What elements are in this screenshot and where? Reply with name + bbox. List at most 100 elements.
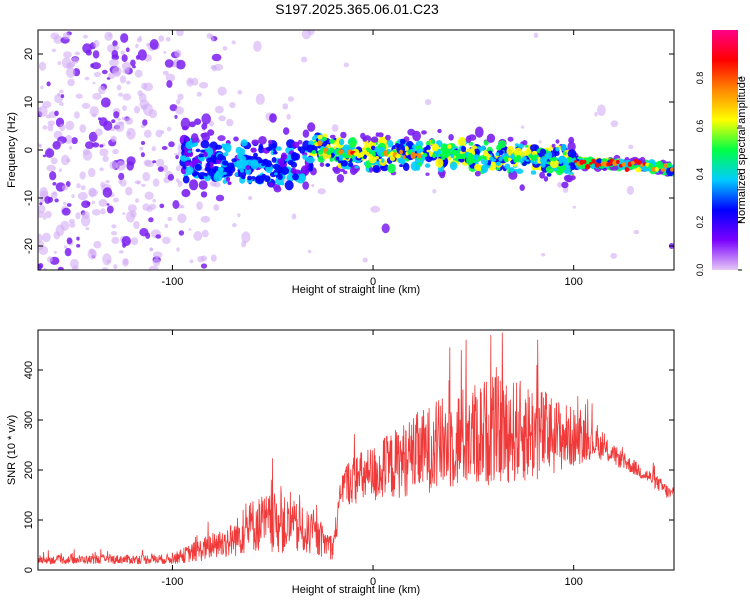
spectrogram-blob xyxy=(496,145,502,151)
spectrogram-blob xyxy=(628,144,634,150)
spectrogram-blob xyxy=(567,141,576,152)
spectrogram-blob xyxy=(504,163,511,170)
colorbar-tick-label-0.4: 0.4 xyxy=(695,168,705,181)
spectrogram-blob xyxy=(81,211,90,219)
spectrogram-blob xyxy=(425,144,431,151)
spectrogram-blob xyxy=(342,160,347,163)
spectrogram-blob xyxy=(38,233,43,243)
snr-panel: -100 0 100 0 100 200 300 400 Height of straigh… xyxy=(6,329,675,596)
spectrogram-blob xyxy=(215,144,223,150)
spectrogram-blob xyxy=(268,182,274,187)
colorbar-tick-label-0.2: 0.2 xyxy=(695,216,705,229)
snr-x-label: Height of straight line (km) xyxy=(292,584,420,596)
spectrogram-blob xyxy=(370,205,381,213)
spectrogram-blob xyxy=(425,99,432,106)
spectrogram-blob xyxy=(39,202,43,206)
spectrogram-blob xyxy=(193,231,203,241)
spectrogram-blob xyxy=(93,39,100,48)
spectrogram-blob xyxy=(658,164,662,168)
spectrogram-blob xyxy=(81,200,91,208)
spectrogram-blob xyxy=(98,199,108,207)
spectrogram-blob xyxy=(597,104,606,116)
spectrogram-blob xyxy=(92,142,100,148)
colorbar-tick-label-0.8: 0.8 xyxy=(695,72,705,85)
spectrogram-blob xyxy=(460,145,467,153)
spectrogram-blob xyxy=(65,120,75,131)
spectrogram-blob xyxy=(99,144,104,148)
spectrogram-blob xyxy=(222,160,229,166)
spectrogram-blob xyxy=(286,113,291,120)
spectrogram-blob xyxy=(610,252,618,259)
spectrogram-blob xyxy=(215,194,225,202)
spectrogram-blob xyxy=(435,154,440,158)
spectrogram-blob xyxy=(217,153,224,161)
spectrogram-blob xyxy=(64,247,72,257)
spectrogram-blob xyxy=(63,201,67,206)
spectrogram-blob xyxy=(122,93,132,101)
spectrogram-blob xyxy=(194,164,202,171)
spectrogram-blob xyxy=(189,179,199,191)
spectrogram-blob xyxy=(159,203,165,209)
spectrogram-blob xyxy=(247,175,252,181)
spectrogram-blob xyxy=(486,133,496,143)
spectrogram-blob xyxy=(425,172,430,176)
spectrogram-blob xyxy=(177,93,184,101)
spectrogram-blob xyxy=(67,61,76,68)
spectrogram-blob xyxy=(447,144,452,150)
spectrogram-blob xyxy=(544,153,550,158)
spectrogram-y-tick-label-10: 10 xyxy=(23,96,35,108)
spectrogram-blob xyxy=(140,141,146,145)
spectrogram-blob xyxy=(343,62,349,68)
spectrogram-blob xyxy=(306,144,315,153)
spectrogram-blob xyxy=(197,255,205,263)
spectrogram-blob xyxy=(255,176,261,182)
spectrogram-blob xyxy=(223,152,229,157)
spectrogram-blob xyxy=(143,159,152,167)
spectrogram-blob xyxy=(258,136,267,145)
spectrogram-blob xyxy=(122,68,130,75)
spectrogram-blob xyxy=(441,155,446,161)
spectrogram-blob xyxy=(118,92,124,97)
spectrogram-blob xyxy=(167,174,175,181)
spectrogram-blob xyxy=(437,128,442,134)
spectrogram-blob xyxy=(237,90,243,95)
spectrogram-blob xyxy=(299,173,306,183)
spectrogram-blob xyxy=(140,152,145,158)
spectrogram-blob xyxy=(563,169,570,175)
spectrogram-blob xyxy=(204,172,208,177)
spectrogram-blob xyxy=(597,163,602,167)
spectrogram-blob xyxy=(514,143,520,147)
spectrogram-blob xyxy=(161,146,168,150)
spectrogram-blob xyxy=(60,94,65,99)
spectrogram-blob xyxy=(424,163,431,168)
spectrogram-blob xyxy=(182,175,190,184)
spectrogram-blob xyxy=(232,223,237,228)
spectrogram-blob xyxy=(47,120,55,126)
spectrogram-blob xyxy=(287,159,294,166)
spectrogram-x-tick-label-0: 0 xyxy=(370,276,376,288)
spectrogram-blob xyxy=(291,213,297,220)
spectrogram-blob xyxy=(126,127,136,140)
spectrogram-blob xyxy=(47,256,53,263)
spectrogram-y-tick-label--10: -10 xyxy=(23,190,35,206)
spectrogram-blob xyxy=(104,31,113,41)
spectrogram-blob xyxy=(184,137,190,143)
spectrogram-blob xyxy=(63,51,72,58)
spectrogram-blob xyxy=(561,181,569,189)
spectrogram-blob xyxy=(108,33,112,37)
spectrogram-blob xyxy=(299,146,306,154)
spectrogram-blob xyxy=(214,105,224,114)
spectrogram-blob xyxy=(176,247,180,252)
spectrogram-blob xyxy=(616,159,620,164)
spectrogram-blob xyxy=(329,157,334,162)
spectrogram-blob xyxy=(148,203,157,210)
spectrogram-blob xyxy=(277,173,283,180)
spectrogram-blob xyxy=(594,112,598,117)
spectrogram-blob xyxy=(46,81,51,87)
spectrogram-blob xyxy=(280,166,290,175)
spectrogram-blob xyxy=(201,113,211,125)
colorbar: 0.0 0.2 0.4 0.6 0.8 Normalized spectral ampl… xyxy=(695,30,748,276)
spectrogram-blob xyxy=(378,158,382,162)
spectrogram-blob xyxy=(93,240,102,249)
spectrogram-blob xyxy=(74,111,80,119)
